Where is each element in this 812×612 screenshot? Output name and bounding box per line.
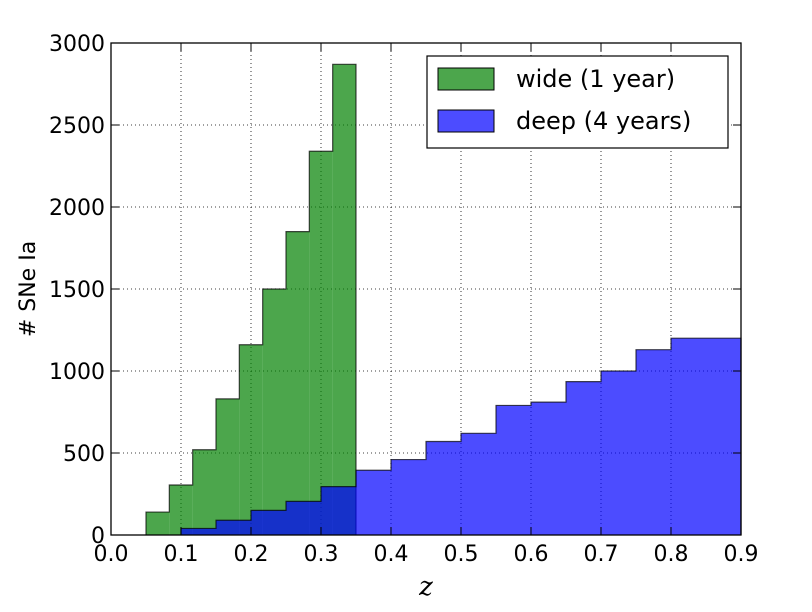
histogram-bar: [531, 402, 566, 535]
y-tick-label: 2500: [49, 114, 105, 139]
y-tick-label: 0: [91, 524, 105, 549]
x-axis-label: z: [418, 572, 433, 602]
histogram-bar: [356, 470, 391, 535]
histogram-bar: [192, 449, 216, 535]
histogram-outline: [145, 63, 357, 535]
histogram-bar: [286, 501, 321, 535]
x-tick-label: 0.6: [514, 542, 549, 567]
histogram-bars: [145, 63, 742, 536]
series-0: [145, 63, 357, 536]
histogram-bar: [601, 371, 636, 535]
legend-swatch: [437, 109, 495, 133]
histogram-bar: [216, 398, 240, 535]
histogram-bar: [496, 405, 531, 535]
x-tick-label: 0.4: [374, 542, 409, 567]
x-tick-label: 0.1: [164, 542, 199, 567]
y-tick-label: 2000: [49, 196, 105, 221]
histogram-bar: [321, 486, 356, 535]
x-tick-label: 0.0: [94, 542, 129, 567]
histogram-bar: [239, 344, 263, 535]
series-1: [180, 337, 742, 535]
histogram-bar: [426, 441, 461, 535]
x-tick-label: 0.2: [234, 542, 269, 567]
histogram-bar: [251, 510, 286, 535]
legend-swatch: [437, 67, 495, 91]
histogram-bar: [181, 528, 216, 535]
axis-ticks: 0.0 0.1 0.2 0.3 0.4 0.5 0.6 0.7 0.8 0.9 0 500 1000 15…: [49, 32, 759, 567]
histogram-bar: [332, 64, 356, 535]
x-tick-label: 0.8: [654, 542, 689, 567]
histogram-bar: [309, 151, 333, 536]
y-tick-label: 500: [63, 442, 105, 467]
histogram-bar: [671, 338, 706, 535]
histogram-bar: [566, 381, 601, 535]
legend: wide (1 year) deep (4 years): [426, 55, 729, 149]
x-tick-label: 0.5: [444, 542, 479, 567]
histogram-bar: [391, 459, 426, 535]
histogram-bar: [706, 338, 741, 535]
histogram-bar: [262, 289, 286, 535]
histogram-bar: [286, 231, 310, 535]
x-tick-label: 0.3: [304, 542, 339, 567]
x-tick-label: 0.9: [724, 542, 759, 567]
histogram-outline: [180, 337, 742, 535]
histogram-bar: [169, 484, 193, 535]
y-tick-label: 3000: [49, 32, 105, 57]
y-tick-label: 1000: [49, 360, 105, 385]
x-tick-label: 0.7: [584, 542, 619, 567]
histogram-bar: [146, 512, 170, 535]
legend-label: deep (4 years): [516, 107, 691, 135]
histogram-bar: [461, 433, 496, 535]
histogram-bar: [216, 520, 251, 535]
y-tick-label: 1500: [49, 278, 105, 303]
y-axis-label: # SNe Ia: [16, 241, 41, 337]
histogram-bar: [636, 349, 671, 535]
legend-label: wide (1 year): [516, 65, 675, 93]
